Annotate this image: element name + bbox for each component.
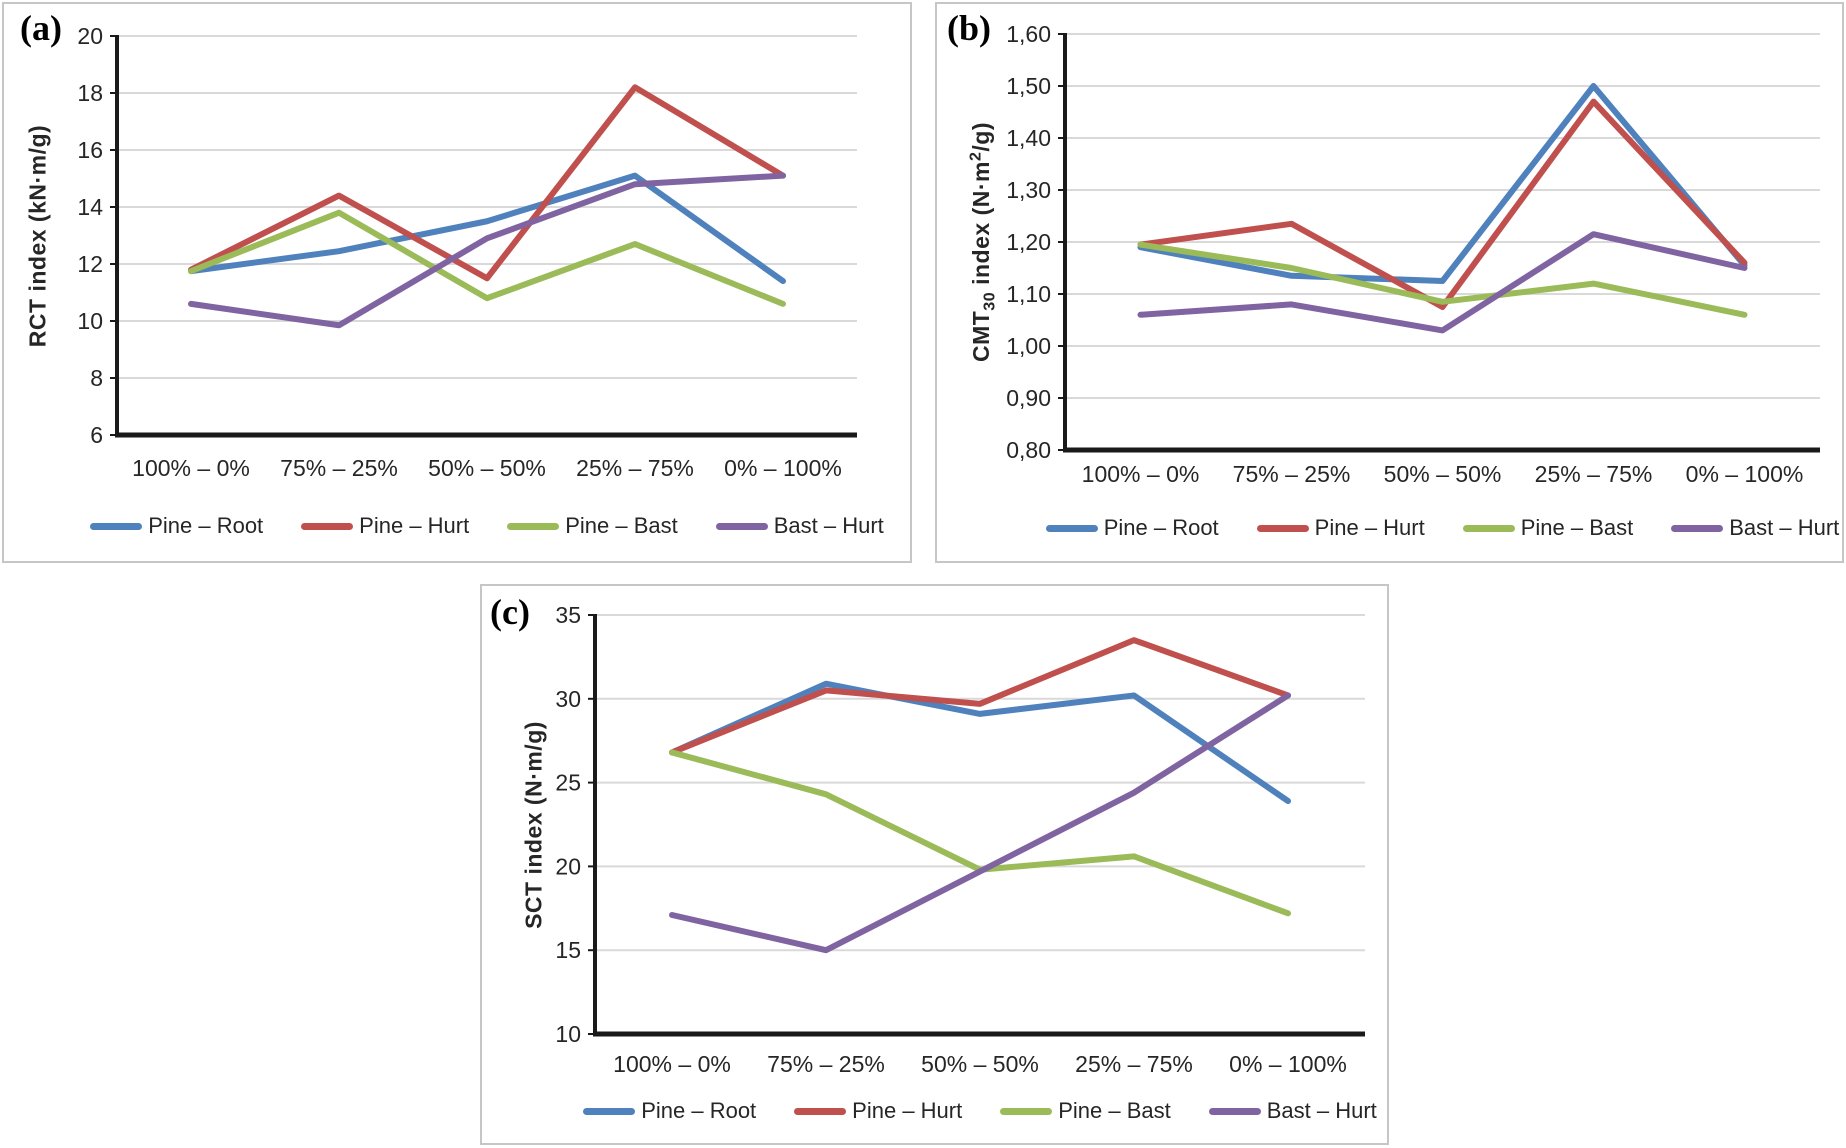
panel-c: (c) SCT index (N·m/g) Pine – Root Pine – … (480, 584, 1389, 1145)
legend-line-marker (715, 522, 768, 530)
legend-c: Pine – Root Pine – Hurt Pine – Bast Bast – … (583, 1098, 1377, 1124)
x-category-label: 50% – 50% (921, 1051, 1039, 1077)
series-line-pine-hurt (1137, 98, 1748, 310)
legend-label: Bast – Hurt (773, 513, 884, 538)
x-category-label: 75% – 25% (1233, 461, 1351, 487)
y-tick-label: 12 (77, 251, 103, 277)
y-tick-label: 1,00 (1006, 333, 1051, 359)
legend-line-marker (301, 522, 354, 530)
legend-a: Pine – Root Pine – Hurt Pine – Bast Bast – … (90, 513, 884, 539)
legend-line-marker (1000, 1107, 1053, 1115)
legend-line-marker (1208, 1107, 1261, 1115)
legend-line-marker (1256, 524, 1309, 532)
series-line-pine-root (188, 172, 786, 285)
legend-label: Bast – Hurt (1729, 515, 1840, 540)
legend-line-marker (583, 1107, 636, 1115)
legend-item-pine-hurt: Pine – Hurt (1256, 515, 1425, 541)
panel-c-letter: (c) (490, 592, 530, 632)
panel-a-letter: (a) (20, 8, 62, 48)
x-category-label: 25% – 75% (1535, 461, 1653, 487)
y-tick-label: 1,40 (1006, 125, 1051, 151)
y-tick-label: 8 (90, 365, 103, 391)
legend-label: Pine – Bast (1058, 1098, 1171, 1123)
y-tick-label: 1,10 (1006, 281, 1051, 307)
legend-line-marker (1462, 524, 1515, 532)
x-category-label: 50% – 50% (428, 455, 546, 481)
y-tick-label: 0,90 (1006, 385, 1051, 411)
x-category-label: 50% – 50% (1384, 461, 1502, 487)
legend-item-bast-hurt: Bast – Hurt (1671, 515, 1839, 541)
series-line-bast-hurt (669, 692, 1291, 954)
y-tick-label: 30 (555, 686, 581, 712)
legend-label: Pine – Hurt (852, 1098, 963, 1123)
y-tick-label: 20 (77, 23, 103, 49)
y-tick-label: 0,80 (1006, 437, 1051, 463)
series-line-bast-hurt (1137, 231, 1748, 334)
legend-item-pine-bast: Pine – Bast (1462, 515, 1634, 541)
x-category-label: 0% – 100% (1686, 461, 1804, 487)
x-category-label: 25% – 75% (1075, 1051, 1193, 1077)
y-tick-label: 1,50 (1006, 73, 1051, 99)
y-tick-label: 20 (555, 853, 581, 879)
series-line-pine-bast (188, 209, 786, 307)
y-tick-label: 18 (77, 80, 103, 106)
legend-b: Pine – Root Pine – Hurt Pine – Bast Bast – … (1045, 515, 1839, 541)
legend-item-pine-hurt: Pine – Hurt (301, 513, 469, 539)
legend-line-marker (90, 522, 143, 530)
panel-a: (a) RCT index (kN·m/g) Pine – Root Pine –… (2, 2, 912, 563)
series-line-pine-hurt (188, 84, 786, 282)
x-category-label: 75% – 25% (767, 1051, 885, 1077)
legend-label: Bast – Hurt (1266, 1098, 1377, 1123)
series-line-pine-root (669, 680, 1291, 805)
y-tick-label: 10 (555, 1021, 581, 1047)
series-line-pine-root (1137, 83, 1748, 284)
legend-line-marker (794, 1107, 847, 1115)
legend-line-marker (1045, 524, 1098, 532)
legend-item-bast-hurt: Bast – Hurt (1208, 1098, 1377, 1124)
chart-svg-a: 6 8 10 12 14 16 18 20 100% – 0% 75% – 25% 50% – 50… (77, 23, 857, 481)
legend-line-marker (1671, 524, 1724, 532)
legend-label: Pine – Hurt (359, 513, 470, 538)
chart-svg-c: 10 15 20 25 30 35 100% – 0% 75% – 25% 50% – 50% 2… (555, 602, 1365, 1077)
legend-item-pine-root: Pine – Root (1045, 515, 1219, 541)
chart-svg-b: 0,80 0,90 1,00 1,10 1,20 1,30 1,40 1,50 1,60 100%… (1006, 21, 1820, 487)
y-tick-label: 1,20 (1006, 229, 1051, 255)
x-category-label: 75% – 25% (280, 455, 398, 481)
legend-label: Pine – Hurt (1314, 515, 1425, 540)
y-tick-label: 35 (555, 602, 581, 628)
x-category-label: 100% – 0% (132, 455, 250, 481)
y-tick-label: 1,60 (1006, 21, 1051, 47)
legend-item-bast-hurt: Bast – Hurt (715, 513, 884, 539)
y-tick-label: 15 (555, 937, 581, 963)
panel-b: (b) CMT30 index (N·m2/g) Pine – Root Pine… (935, 2, 1844, 563)
x-category-label: 0% – 100% (1229, 1051, 1347, 1077)
y-tick-label: 25 (555, 770, 581, 796)
legend-line-marker (507, 522, 560, 530)
y-tick-label: 10 (77, 308, 103, 334)
x-category-label: 100% – 0% (1082, 461, 1200, 487)
y-tick-label: 6 (90, 422, 103, 448)
series-line-pine-bast (1137, 241, 1748, 318)
y-tick-label: 14 (77, 194, 103, 220)
legend-label: Pine – Bast (565, 513, 678, 538)
legend-label: Pine – Root (148, 513, 264, 538)
x-category-label: 0% – 100% (724, 455, 842, 481)
series-line-pine-bast (669, 749, 1291, 917)
legend-item-pine-bast: Pine – Bast (1000, 1098, 1171, 1124)
x-category-label: 100% – 0% (613, 1051, 731, 1077)
series-line-bast-hurt (188, 172, 786, 329)
legend-item-pine-root: Pine – Root (583, 1098, 756, 1124)
legend-label: Pine – Root (641, 1098, 757, 1123)
y-tick-label: 1,30 (1006, 177, 1051, 203)
legend-label: Pine – Root (1103, 515, 1219, 540)
legend-item-pine-root: Pine – Root (90, 513, 263, 539)
legend-label: Pine – Bast (1520, 515, 1634, 540)
series-line-pine-hurt (669, 637, 1291, 756)
legend-item-pine-hurt: Pine – Hurt (794, 1098, 962, 1124)
x-category-label: 25% – 75% (576, 455, 694, 481)
y-tick-label: 16 (77, 137, 103, 163)
legend-item-pine-bast: Pine – Bast (507, 513, 678, 539)
panel-b-letter: (b) (947, 8, 991, 48)
